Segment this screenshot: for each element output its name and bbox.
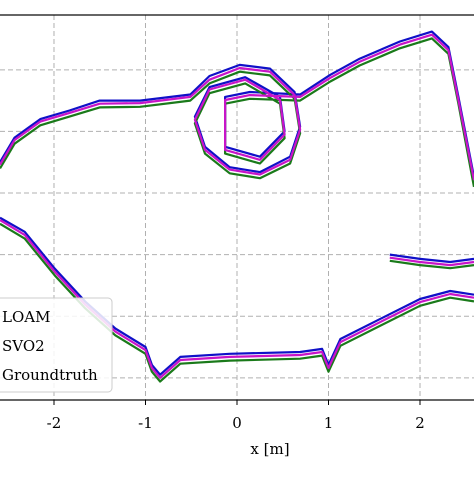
x-axis-label: x [m] — [250, 440, 289, 458]
trajectory-line — [0, 30, 474, 376]
x-tick-label: 2 — [415, 414, 425, 432]
legend-label: Groundtruth — [2, 366, 98, 384]
legend-box — [0, 297, 113, 393]
x-tick-label: -2 — [47, 414, 62, 432]
legend-label: LOAM — [2, 308, 50, 326]
x-tick-label: 1 — [324, 414, 334, 432]
plot-frame — [0, 14, 474, 401]
x-tick-label: 0 — [232, 414, 242, 432]
x-tick-label: -1 — [138, 414, 153, 432]
legend: LOAM SVO2 Groundtruth — [0, 297, 113, 393]
legend-label: SVO2 — [2, 337, 45, 355]
